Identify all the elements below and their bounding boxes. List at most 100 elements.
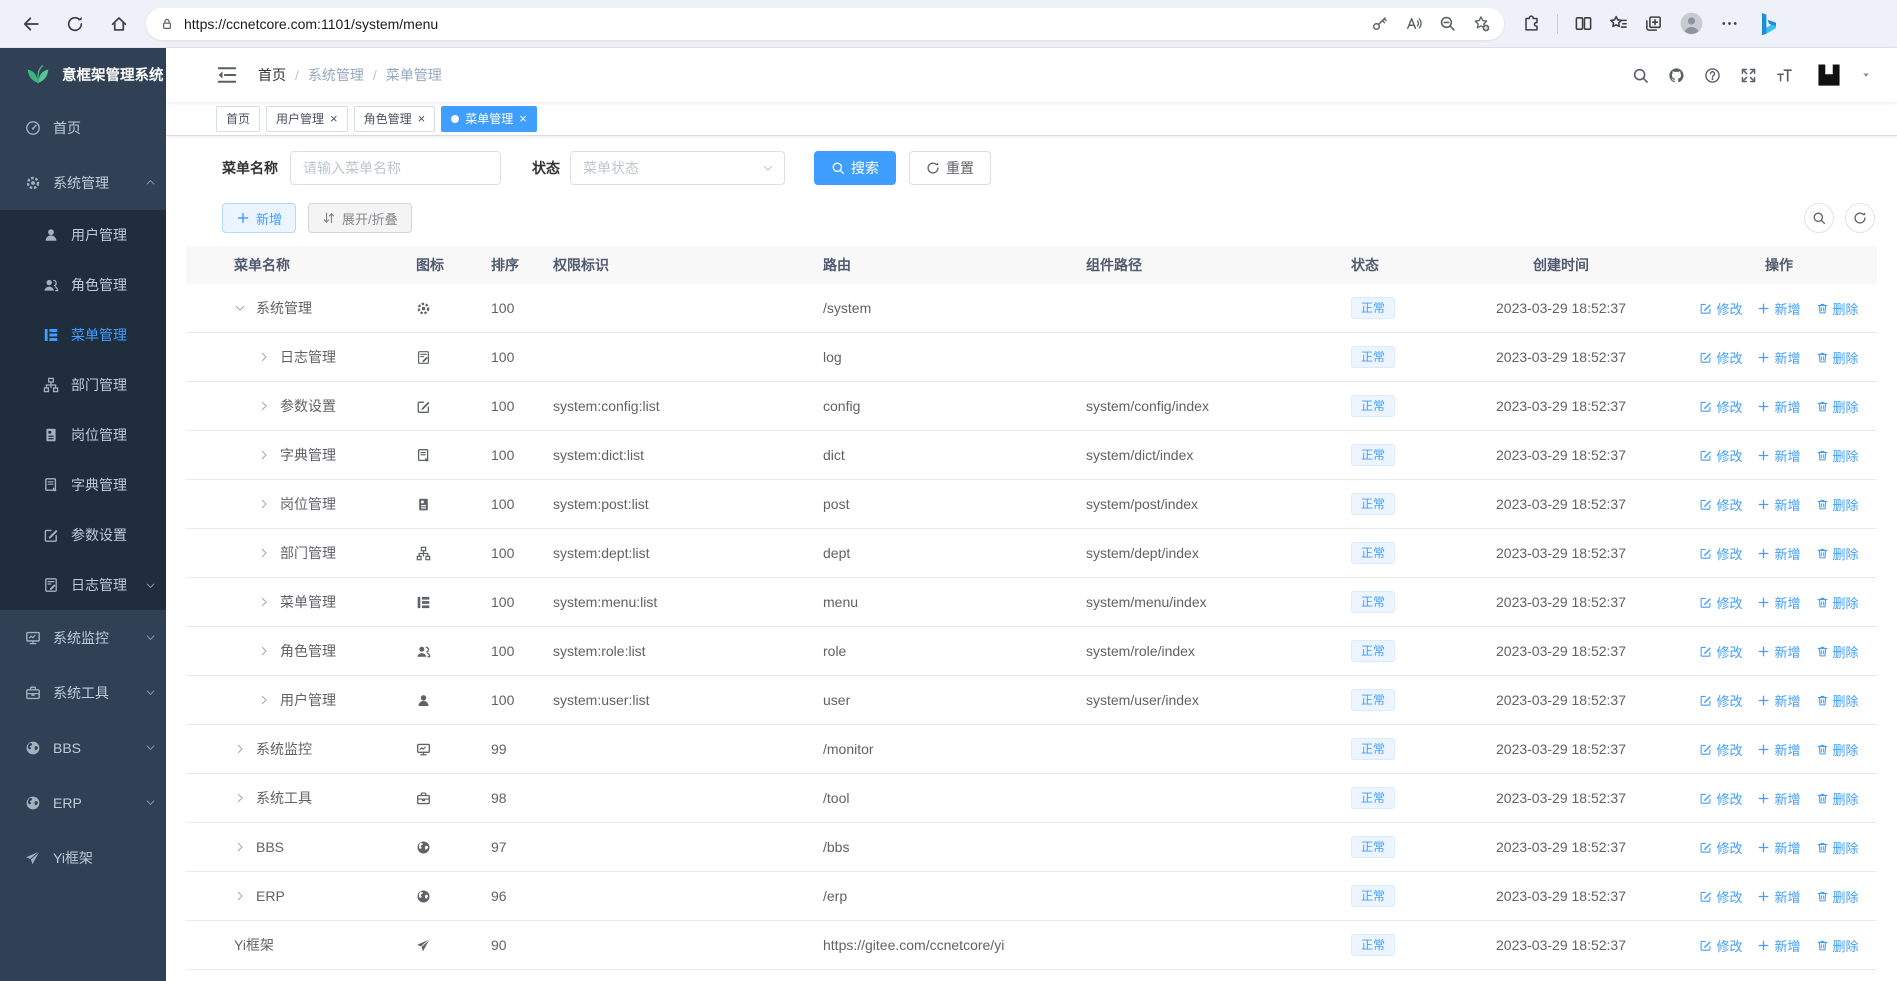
- edit-action[interactable]: 修改: [1699, 593, 1742, 612]
- edit-action[interactable]: 修改: [1699, 544, 1742, 563]
- add-action[interactable]: 新增: [1757, 936, 1801, 955]
- split-screen-icon[interactable]: [1574, 14, 1593, 33]
- status-select[interactable]: 菜单状态: [570, 151, 785, 185]
- delete-action[interactable]: 删除: [1816, 348, 1859, 367]
- add-action[interactable]: 新增: [1757, 299, 1801, 318]
- add-action[interactable]: 新增: [1757, 838, 1801, 857]
- user-avatar-logo[interactable]: [1816, 62, 1842, 88]
- font-size-icon[interactable]: [1776, 67, 1793, 84]
- key-icon[interactable]: [1371, 15, 1388, 32]
- home-icon[interactable]: [104, 9, 134, 39]
- help-icon[interactable]: [1704, 67, 1721, 84]
- refresh-table-button[interactable]: [1845, 203, 1875, 233]
- favorite-add-icon[interactable]: [1473, 15, 1490, 32]
- search-icon[interactable]: [1632, 67, 1649, 84]
- tab[interactable]: 角色管理 ×: [353, 105, 436, 132]
- sidebar-item[interactable]: 岗位管理: [0, 410, 166, 460]
- bing-icon[interactable]: [1755, 11, 1781, 37]
- edit-action[interactable]: 修改: [1699, 740, 1742, 759]
- delete-action[interactable]: 删除: [1816, 446, 1859, 465]
- delete-action[interactable]: 删除: [1816, 299, 1859, 318]
- app-logo[interactable]: 意框架管理系统: [0, 48, 166, 100]
- sidebar-item[interactable]: 菜单管理: [0, 310, 166, 360]
- collections-icon[interactable]: [1644, 14, 1663, 33]
- sidebar-item[interactable]: 参数设置: [0, 510, 166, 560]
- tree-expand-icon[interactable]: [234, 743, 246, 755]
- add-action[interactable]: 新增: [1757, 740, 1801, 759]
- back-icon[interactable]: [16, 9, 46, 39]
- caret-down-icon[interactable]: [1861, 70, 1871, 80]
- reload-icon[interactable]: [60, 9, 90, 39]
- sidebar-item[interactable]: 字典管理: [0, 460, 166, 510]
- edit-action[interactable]: 修改: [1699, 789, 1742, 808]
- tab[interactable]: 用户管理 ×: [266, 105, 348, 132]
- delete-action[interactable]: 删除: [1816, 936, 1859, 955]
- sidebar-item[interactable]: Yi框架: [0, 830, 166, 885]
- delete-action[interactable]: 删除: [1816, 838, 1859, 857]
- add-action[interactable]: 新增: [1757, 642, 1801, 661]
- sidebar-item[interactable]: 角色管理: [0, 260, 166, 310]
- edit-action[interactable]: 修改: [1699, 397, 1742, 416]
- add-action[interactable]: 新增: [1757, 495, 1801, 514]
- delete-action[interactable]: 删除: [1816, 593, 1859, 612]
- tree-expand-icon[interactable]: [258, 351, 270, 363]
- more-icon[interactable]: [1720, 14, 1739, 33]
- delete-action[interactable]: 删除: [1816, 691, 1859, 710]
- edit-action[interactable]: 修改: [1699, 642, 1742, 661]
- edit-action[interactable]: 修改: [1699, 691, 1742, 710]
- edit-action[interactable]: 修改: [1699, 887, 1742, 906]
- delete-action[interactable]: 删除: [1816, 642, 1859, 661]
- tab[interactable]: 首页 ×: [216, 105, 261, 132]
- sidebar-toggle-icon[interactable]: [216, 64, 238, 86]
- add-action[interactable]: 新增: [1757, 446, 1801, 465]
- sidebar-item[interactable]: 系统工具: [0, 665, 166, 720]
- delete-action[interactable]: 删除: [1816, 789, 1859, 808]
- delete-action[interactable]: 删除: [1816, 887, 1859, 906]
- zoom-out-icon[interactable]: [1439, 15, 1456, 32]
- favorites-icon[interactable]: [1609, 14, 1628, 33]
- edit-action[interactable]: 修改: [1699, 446, 1742, 465]
- profile-avatar[interactable]: [1679, 11, 1704, 36]
- url-text[interactable]: https://ccnetcore.com:1101/system/menu: [184, 15, 439, 32]
- delete-action[interactable]: 删除: [1816, 495, 1859, 514]
- edit-action[interactable]: 修改: [1699, 299, 1742, 318]
- close-icon[interactable]: ×: [330, 111, 338, 126]
- read-aloud-icon[interactable]: [1405, 15, 1422, 32]
- edit-action[interactable]: 修改: [1699, 936, 1742, 955]
- close-icon[interactable]: ×: [519, 111, 527, 126]
- delete-action[interactable]: 删除: [1816, 397, 1859, 416]
- sidebar-item[interactable]: ERP: [0, 775, 166, 830]
- tree-expand-icon[interactable]: [258, 645, 270, 657]
- github-icon[interactable]: [1668, 67, 1685, 84]
- add-action[interactable]: 新增: [1757, 544, 1801, 563]
- fullscreen-icon[interactable]: [1740, 67, 1757, 84]
- sidebar-item[interactable]: 用户管理: [0, 210, 166, 260]
- add-action[interactable]: 新增: [1757, 887, 1801, 906]
- close-icon[interactable]: ×: [417, 111, 426, 126]
- tree-expand-icon[interactable]: [234, 841, 246, 853]
- menu-name-input[interactable]: [290, 151, 501, 185]
- sidebar-item[interactable]: 系统监控: [0, 610, 166, 665]
- toggle-search-button[interactable]: [1804, 203, 1834, 233]
- tree-expand-icon[interactable]: [258, 596, 270, 608]
- tree-expand-icon[interactable]: [258, 694, 270, 706]
- sidebar-item[interactable]: BBS: [0, 720, 166, 775]
- tree-expand-icon[interactable]: [234, 302, 246, 314]
- tree-expand-icon[interactable]: [258, 400, 270, 412]
- tree-expand-icon[interactable]: [258, 449, 270, 461]
- add-button[interactable]: 新增: [222, 203, 297, 233]
- reset-button[interactable]: 重置: [909, 151, 991, 185]
- tree-expand-icon[interactable]: [234, 890, 246, 902]
- delete-action[interactable]: 删除: [1816, 740, 1859, 759]
- delete-action[interactable]: 删除: [1816, 544, 1859, 563]
- tree-expand-icon[interactable]: [234, 792, 246, 804]
- address-bar[interactable]: https://ccnetcore.com:1101/system/menu: [146, 7, 1504, 40]
- breadcrumb-home[interactable]: 首页: [258, 67, 286, 83]
- tab[interactable]: 菜单管理 ×: [441, 105, 537, 132]
- edit-action[interactable]: 修改: [1699, 348, 1742, 367]
- edit-action[interactable]: 修改: [1699, 838, 1742, 857]
- edit-action[interactable]: 修改: [1699, 495, 1742, 514]
- add-action[interactable]: 新增: [1757, 348, 1801, 367]
- expand-collapse-button[interactable]: 展开/折叠: [308, 203, 412, 233]
- breadcrumb-system[interactable]: 系统管理: [307, 67, 364, 83]
